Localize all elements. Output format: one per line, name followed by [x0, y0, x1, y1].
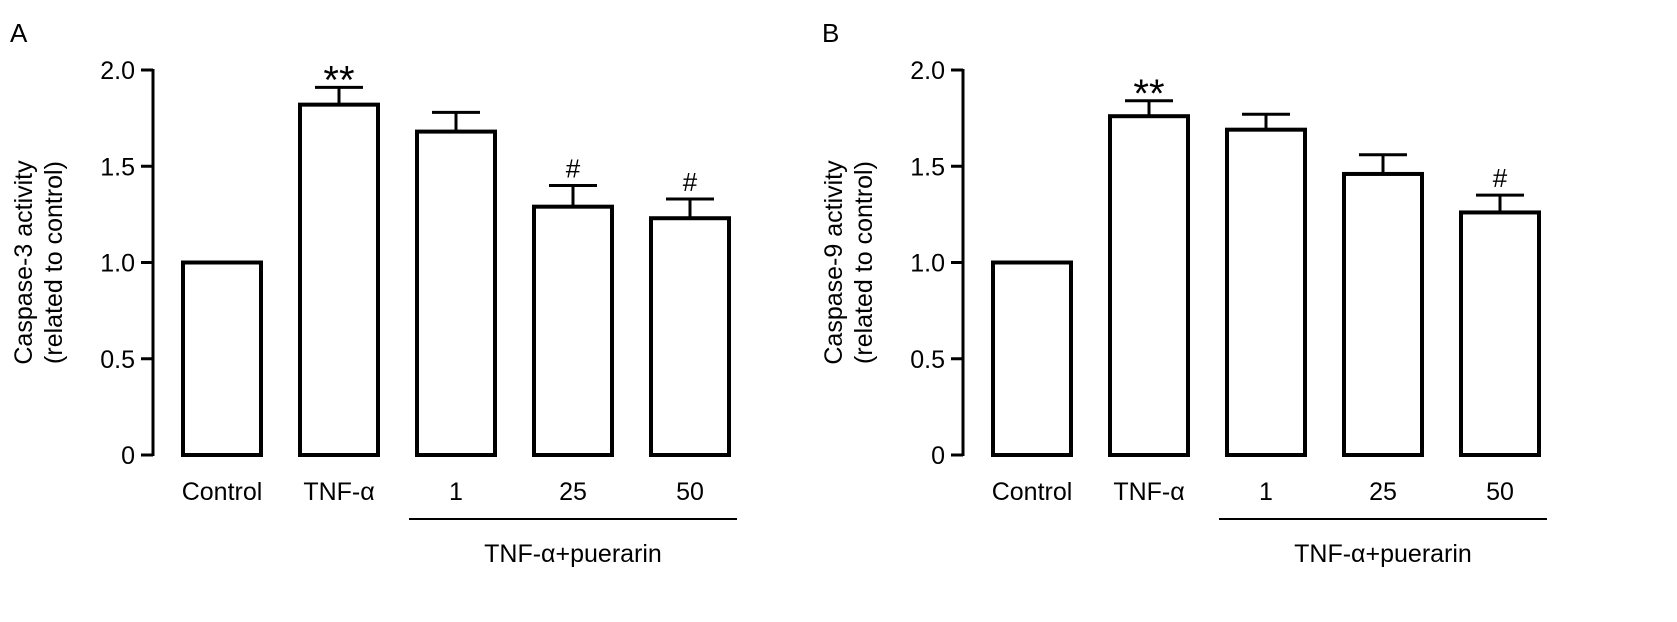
y-tick-label: 0: [121, 442, 135, 470]
chart-panel-a: A 0 0.5 1.0 1.5 2.0 Caspase-3 activity (related…: [10, 18, 737, 568]
y-tick-label: 1.0: [100, 250, 135, 278]
bar-1: [415, 129, 497, 457]
panel-label: A: [10, 18, 28, 48]
group-label: TNF-α+puerarin: [1294, 540, 1472, 568]
x-tick-label: Control: [182, 478, 263, 506]
y-tick-label: 2.0: [100, 57, 135, 85]
bar-50: [1459, 210, 1541, 457]
y-tick-label: 1.5: [910, 153, 945, 181]
x-tick-label: 1: [1259, 478, 1273, 506]
chart-panel-b: B 0 0.5 1.0 1.5 2.0 Caspase-9 activity (related…: [820, 18, 1547, 568]
significance-marker: **: [1133, 72, 1164, 116]
bar-25: [532, 204, 614, 457]
bar-tnf-: [298, 102, 380, 458]
group-label: TNF-α+puerarin: [484, 540, 662, 568]
x-tick-label: 25: [559, 478, 587, 506]
bar-50: [649, 216, 731, 457]
y-tick-label: 0.5: [100, 346, 135, 374]
bar-tnf-: [1108, 114, 1190, 457]
significance-marker: **: [323, 58, 354, 102]
x-tick-label: 50: [1486, 478, 1514, 506]
y-axis-title: Caspase-9 activity: [820, 160, 848, 365]
x-tick-label: 25: [1369, 478, 1397, 506]
y-tick-label: 0.5: [910, 346, 945, 374]
y-tick-label: 0: [931, 442, 945, 470]
y-tick-label: 1.0: [910, 250, 945, 278]
y-axis-title: Caspase-3 activity: [10, 160, 38, 365]
x-tick-label: TNF-α: [303, 478, 374, 506]
bar-25: [1342, 171, 1424, 457]
significance-marker: #: [566, 154, 581, 184]
bar-1: [1225, 127, 1307, 458]
x-tick-label: 1: [449, 478, 463, 506]
bar-control: [991, 260, 1073, 457]
y-axis-subtitle: (related to control): [40, 161, 68, 364]
bar-control: [181, 260, 263, 457]
y-tick-label: 2.0: [910, 57, 945, 85]
x-tick-label: 50: [676, 478, 704, 506]
significance-marker: #: [683, 167, 698, 197]
x-tick-label: TNF-α: [1113, 478, 1184, 506]
panel-label: B: [822, 18, 839, 48]
y-axis-subtitle: (related to control): [850, 161, 878, 364]
x-tick-label: Control: [992, 478, 1073, 506]
y-tick-label: 1.5: [100, 153, 135, 181]
significance-marker: #: [1493, 163, 1508, 193]
